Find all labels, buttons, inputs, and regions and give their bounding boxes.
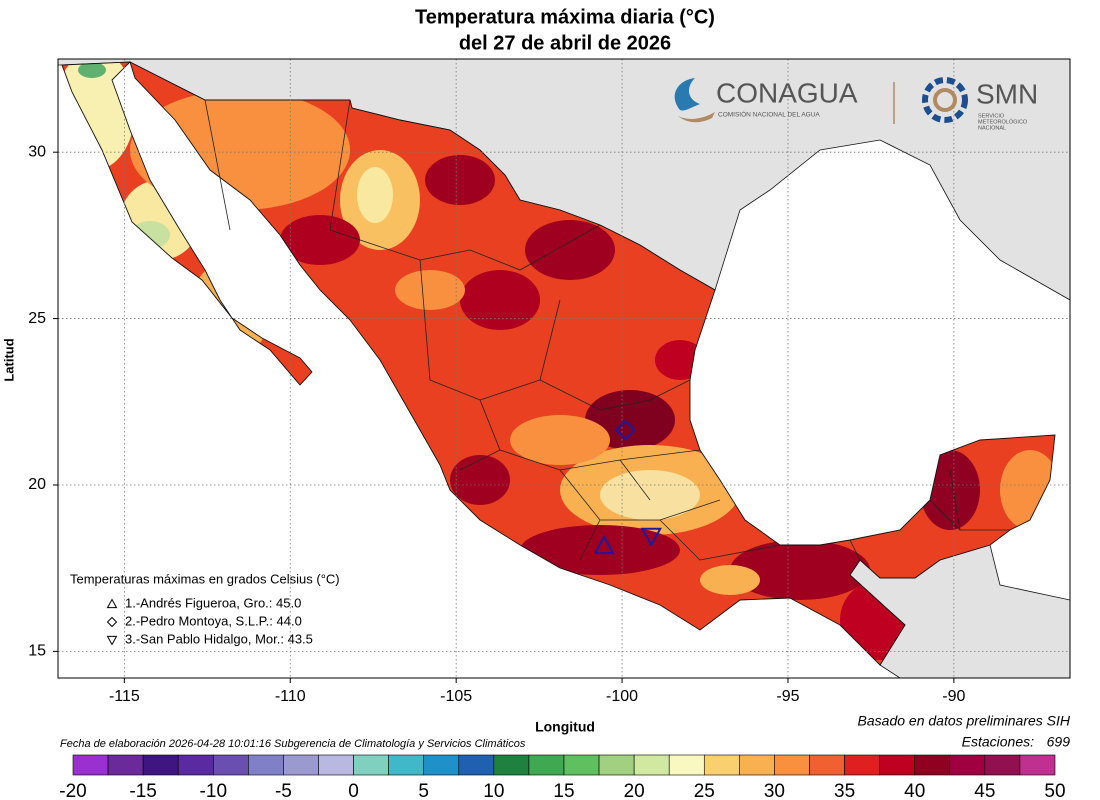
- colorbar-swatch: [283, 754, 319, 776]
- logos: CONAGUA COMISIÓN NACIONAL DEL AGUA SMN S…: [674, 77, 1038, 131]
- legend-symbol: [106, 635, 118, 646]
- colorbar-label: 35: [834, 781, 855, 800]
- colorbar-swatch: [1019, 754, 1056, 776]
- colorbar-swatch: [984, 754, 1021, 776]
- logo-smn-sub: METEOROLÓGICO: [978, 118, 1028, 125]
- colorbar-label: -5: [275, 781, 292, 800]
- colorbar-swatch: [142, 754, 179, 776]
- logo-smn-sub: SERVICIO: [978, 113, 1005, 119]
- colorbar-label: -20: [59, 781, 86, 800]
- legend-title: Temperaturas máximas en grados Celsius (…: [70, 571, 340, 586]
- logo-smn-sub: NACIONAL: [978, 125, 1006, 131]
- colorbar-swatch: [633, 754, 670, 776]
- legend-label: 2.-Pedro Montoya, S.L.P.: 44.0: [125, 613, 302, 628]
- source-note: Basado en datos preliminares SIH: [858, 713, 1071, 729]
- colorbar-swatch: [809, 754, 845, 776]
- grid: [58, 59, 1070, 678]
- x-tick-label: -95: [776, 688, 799, 705]
- logo-conagua-sub: COMISIÓN NACIONAL DEL AGUA: [718, 110, 820, 119]
- y-axis-label: Latitud: [1, 338, 16, 381]
- colorbar-label: 30: [764, 781, 785, 800]
- colorbar-swatch: [739, 754, 775, 776]
- basemap: [58, 59, 1070, 678]
- colorbar-swatch: [703, 754, 740, 776]
- colorbar-label: 40: [904, 781, 925, 800]
- colorbar-swatch: [914, 754, 951, 776]
- x-tick-label: -115: [109, 688, 140, 705]
- colorbar-label: 0: [348, 781, 359, 800]
- stations-count: 699: [1047, 734, 1071, 750]
- subtitle: del 27 de abril de 2026: [459, 32, 671, 54]
- colorbar-swatch: [177, 754, 214, 776]
- colorbar-swatch: [844, 754, 880, 776]
- y-tick-label: 30: [28, 143, 46, 160]
- colorbar-swatch: [528, 754, 565, 776]
- station-marker: [593, 534, 615, 555]
- legend-label: 3.-San Pablo Hidalgo, Mor.: 43.5: [125, 631, 313, 646]
- colorbar-swatch: [423, 754, 460, 776]
- colorbar-swatch: [248, 754, 284, 776]
- legend-label: 1.-Andrés Figueroa, Gro.: 45.0: [125, 595, 301, 610]
- colorbar-swatch: [318, 754, 354, 776]
- date-note: Fecha de elaboración 2026-04-28 10:01:16…: [60, 738, 526, 750]
- colorbar-swatch: [107, 754, 144, 776]
- logo-conagua: CONAGUA: [716, 77, 858, 108]
- stations-label: Estaciones:: [962, 734, 1034, 750]
- colorbar-label: 10: [483, 781, 504, 800]
- colorbar-swatch: [458, 754, 495, 776]
- colorbar-label: 5: [418, 781, 429, 800]
- y-tick-label: 15: [28, 643, 46, 660]
- station-marker: [640, 527, 662, 547]
- colorbar-swatch: [212, 754, 249, 776]
- colorbar-swatch: [353, 754, 389, 776]
- stations: [593, 419, 662, 555]
- colorbar-swatch: [493, 754, 530, 776]
- colorbar-swatch: [563, 754, 600, 776]
- logo-smn: SMN: [976, 78, 1038, 109]
- colorbar-swatch: [774, 754, 810, 776]
- colorbar-label: 15: [553, 781, 574, 800]
- x-tick-label: -105: [440, 688, 472, 705]
- station-marker: [614, 419, 636, 441]
- map-frame: [57, 58, 1071, 679]
- colorbar-label: -15: [129, 781, 156, 800]
- colorbar-label: 45: [974, 781, 995, 800]
- x-axis-label: Longitud: [535, 719, 595, 735]
- colorbar-swatch: [598, 754, 635, 776]
- colorbar-swatch: [949, 754, 986, 776]
- y-tick-label: 20: [28, 476, 46, 493]
- legend-symbol: [106, 616, 118, 628]
- colorbar-swatch: [879, 754, 916, 776]
- x-tick-label: -110: [275, 688, 306, 705]
- x-tick-label: -90: [942, 688, 965, 705]
- legend-symbol: [106, 598, 118, 609]
- x-tick-label: -100: [606, 688, 638, 705]
- y-tick-label: 25: [28, 310, 46, 327]
- colorbar-label: -10: [200, 781, 227, 800]
- colorbar-swatch: [388, 754, 425, 776]
- legend: Temperaturas máximas en grados Celsius (…: [70, 571, 340, 646]
- colorbar: -20 -15 -10 -5 0 5 10 15 20 25 30 35 40 45 50: [59, 754, 1066, 800]
- colorbar-label: 25: [694, 781, 715, 800]
- colorbar-label: 50: [1044, 781, 1065, 800]
- colorbar-swatch: [72, 754, 109, 776]
- colorbar-swatch: [668, 754, 705, 776]
- title: Temperatura máxima diaria (°C): [415, 6, 715, 28]
- colorbar-label: 20: [624, 781, 645, 800]
